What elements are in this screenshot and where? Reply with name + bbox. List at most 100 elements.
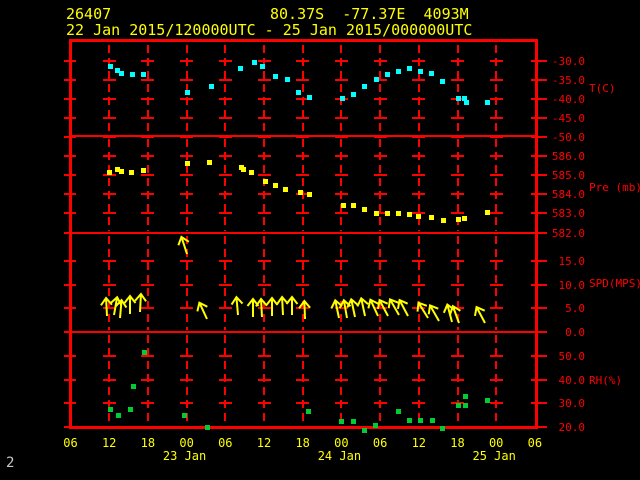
gridline-tick [257, 425, 271, 428]
gridline-tick [180, 260, 194, 262]
gridline-tick [334, 59, 348, 62]
gridline-tick [412, 78, 426, 81]
vertical-gridline [108, 45, 111, 134]
wind-arrow-icon [114, 298, 128, 318]
gridline-tick [141, 260, 155, 262]
gridline-tick [102, 402, 116, 404]
axis-tick-right [531, 378, 547, 381]
data-point-pressure [440, 218, 446, 224]
data-point-pressure [249, 170, 255, 176]
gridline-tick [296, 173, 310, 176]
vertical-gridline [495, 235, 498, 330]
gridline-tick [102, 378, 116, 381]
gridline-tick [102, 116, 116, 119]
gridline-tick [489, 212, 503, 215]
axis-tick-left [64, 231, 76, 234]
wind-arrow-icon [275, 295, 289, 316]
gridline-tick [412, 173, 426, 176]
axis-tick-left [64, 193, 76, 195]
wind-arrow [108, 293, 134, 319]
data-point-relative_humidity [141, 349, 147, 355]
wind-arrow [376, 288, 409, 321]
data-point-temperature [140, 71, 146, 77]
vertical-gridline [224, 235, 227, 330]
gridline-tick [373, 173, 387, 176]
wind-arrow-icon [196, 301, 209, 320]
y-tick-label: -30.0 [551, 54, 585, 68]
y-tick-label: 5.0 [565, 302, 585, 316]
gridline-tick [257, 260, 271, 262]
vertical-gridline [379, 139, 382, 231]
wind-arrow-icon [397, 298, 410, 317]
data-point-temperature [208, 83, 214, 89]
gridline-tick [257, 283, 271, 286]
x-hour-label: 12 [411, 436, 427, 450]
gridline-tick [218, 59, 232, 62]
axis-tick-right [531, 154, 547, 157]
gridline-tick [141, 59, 155, 62]
gridline-tick [180, 135, 194, 138]
y-tick-label: 0.0 [565, 326, 585, 339]
vertical-gridline [224, 45, 227, 134]
vertical-gridline [456, 45, 459, 134]
gridline-tick [257, 307, 271, 310]
axis-tick-left [64, 173, 76, 176]
gridline-tick [489, 378, 503, 381]
gridline-tick [218, 425, 232, 428]
gridline-tick [180, 283, 194, 286]
vertical-gridline [301, 139, 304, 231]
vertical-gridline [146, 45, 149, 134]
wind-arrow [118, 290, 142, 315]
gridline-tick [334, 78, 348, 81]
x-hour-label: 18 [140, 436, 156, 450]
wind-arrow [249, 292, 274, 317]
gridline-tick [102, 425, 116, 428]
wind-arrow-icon [387, 297, 400, 316]
gridline-tick [412, 97, 426, 100]
axis-tick-right [531, 283, 547, 286]
axis-tick-right [531, 260, 547, 262]
gridline-tick [334, 331, 348, 333]
wind-arrow [348, 290, 376, 318]
gridline-tick [180, 59, 194, 62]
vertical-gridline [495, 45, 498, 134]
data-point-relative_humidity [429, 418, 435, 424]
gridline-tick [102, 97, 116, 100]
axis-tick-left [64, 116, 76, 119]
data-point-relative_humidity [107, 406, 113, 412]
gridline-tick [257, 78, 271, 81]
wind-arrow [269, 290, 294, 316]
gridline-tick [334, 425, 348, 428]
data-point-temperature [107, 63, 113, 69]
data-point-pressure [106, 170, 112, 176]
gridline-tick [489, 78, 503, 81]
vertical-gridline [417, 235, 420, 330]
vertical-gridline [456, 139, 459, 231]
gridline-tick [218, 154, 232, 157]
wind-arrow [322, 292, 350, 320]
data-point-pressure [456, 217, 462, 223]
x-hour-label: 06 [527, 436, 543, 450]
axis-tick-left [64, 355, 76, 357]
axis-tick-right [531, 425, 547, 428]
wind-arrow-icon [230, 295, 244, 316]
gridline-tick [296, 283, 310, 286]
data-point-pressure [307, 191, 313, 197]
data-point-relative_humidity [362, 427, 368, 433]
wind-arrow [168, 227, 198, 257]
x-hour-label: 18 [450, 436, 465, 450]
axis-tick-left [64, 59, 76, 62]
gridline-tick [489, 307, 503, 310]
data-point-relative_humidity [455, 403, 461, 409]
gridline-tick [412, 378, 426, 381]
gridline-tick [373, 331, 387, 333]
gridline-tick [451, 355, 464, 357]
gridline-tick [102, 331, 116, 333]
gridline-tick [102, 59, 116, 62]
x-date-label: 24 Jan [317, 449, 362, 463]
data-point-temperature [464, 99, 470, 105]
gridline-tick [141, 154, 155, 157]
data-point-temperature [251, 60, 257, 66]
vertical-gridline [379, 45, 382, 134]
data-point-pressure [384, 210, 390, 216]
